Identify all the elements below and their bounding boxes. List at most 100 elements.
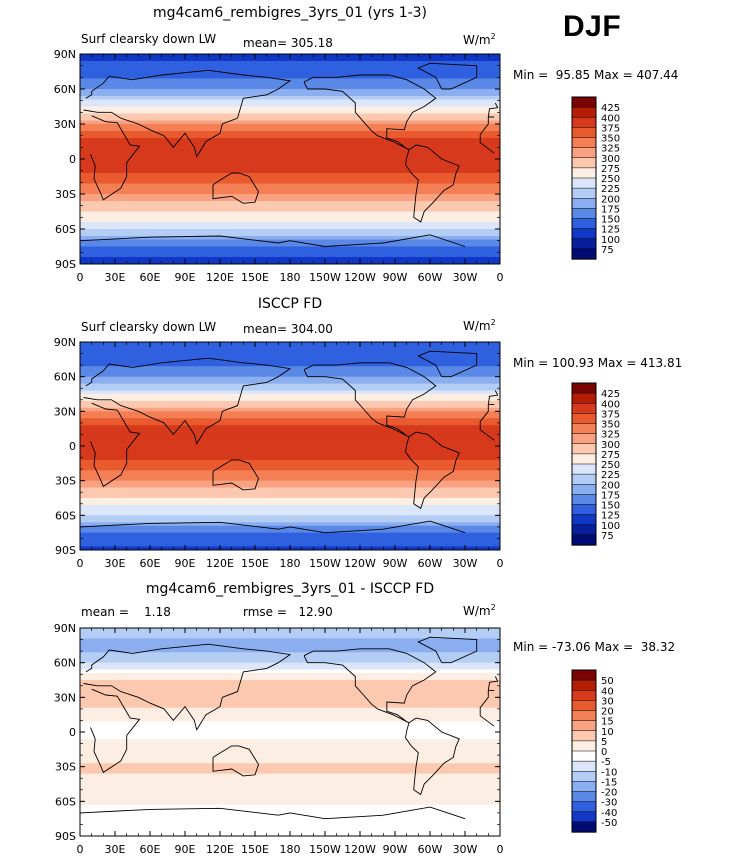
panel-2-band	[80, 369, 500, 374]
panel-1-colorbar-label: 175	[601, 204, 620, 215]
panel-3-ytick-label: 90S	[55, 830, 76, 843]
panel-3-band	[80, 811, 500, 816]
panel-1-band	[80, 92, 500, 97]
panel-2-colorbar-swatch	[571, 463, 597, 475]
panel-1-band	[80, 96, 500, 101]
panel-2-band	[80, 539, 500, 544]
panel-2-band	[80, 498, 500, 503]
panel-1-coastline	[83, 69, 499, 158]
panel-1-ytick-label: 60N	[54, 83, 76, 96]
panel-1-coastline	[212, 172, 259, 204]
panel-2-band	[80, 473, 500, 478]
panel-1-colorbar-label: 250	[601, 174, 620, 185]
panel-3-colorbar-swatch	[571, 781, 597, 793]
panel-1-band	[80, 120, 500, 125]
panel-3-colorbar-label: 40	[601, 686, 614, 697]
panel-1-colorbar-swatch	[571, 106, 597, 118]
panel-2-colorbar-label: 75	[601, 531, 614, 542]
panel-3-band	[80, 790, 500, 795]
panel-1-band	[80, 99, 500, 104]
panel-2-band	[80, 352, 500, 357]
panel-1-xtick-label: 90W	[383, 271, 408, 284]
panel-3-band	[80, 673, 500, 678]
panel-1-band	[80, 218, 500, 223]
panel-2-xtick-label: 120E	[206, 557, 234, 570]
panel-2-colorbar: 4254003753503253002752502252001751501251…	[571, 382, 620, 546]
panel-3-coastline	[80, 806, 466, 820]
panel-3-xtick-label: 180	[280, 843, 301, 856]
panel-1-xtick-label: 0	[77, 271, 84, 284]
panel-2-colorbar-label: 125	[601, 511, 620, 522]
panel-3-coastline	[303, 648, 437, 724]
panel-3-band	[80, 648, 500, 653]
panel-1-band	[80, 201, 500, 206]
panel-2-band	[80, 532, 500, 537]
panel-2-band	[80, 508, 500, 513]
panel-2-coastline	[212, 459, 259, 491]
panel-3-colorbar-label: 10	[601, 727, 614, 738]
panel-1-colorbar-swatch	[571, 147, 597, 159]
panel-2-band	[80, 373, 500, 378]
panel-1-band	[80, 194, 500, 199]
panel-2-xtick-label: 60W	[418, 557, 443, 570]
panel-3-ytick-label: 0	[69, 726, 76, 739]
panel-1-band	[80, 208, 500, 213]
panel-3-xtick-label: 30W	[453, 843, 478, 856]
panel-2-band	[80, 452, 500, 457]
panel-1-band	[80, 113, 500, 118]
panel-1-colorbar-label: 425	[601, 103, 620, 114]
panel-3-band	[80, 693, 500, 698]
panel-3-colorbar-swatch	[571, 771, 597, 783]
panel-3-band	[80, 756, 500, 761]
panel-2-band	[80, 501, 500, 506]
panel-1-colorbar-label: 375	[601, 123, 620, 134]
panel-3-xtick-label: 30E	[105, 843, 126, 856]
panel-1-band	[80, 190, 500, 195]
panel-2-ytick-label: 90N	[54, 336, 76, 349]
panel-3-band	[80, 801, 500, 806]
panel-3-coastline	[90, 688, 495, 774]
panel-3-band	[80, 714, 500, 719]
panel-2-colorbar-swatch	[571, 392, 597, 404]
panel-1-band	[80, 211, 500, 216]
panel-3-xtick-label: 150W	[309, 843, 341, 856]
panel-1-band	[80, 103, 500, 108]
panel-3-colorbar-label: 20	[601, 707, 614, 718]
panel-2-band	[80, 515, 500, 520]
panel-2-band	[80, 428, 500, 433]
panel-1-band	[80, 131, 500, 136]
panel-1-variable-label: Surf clearsky down LW	[81, 32, 217, 46]
panel-3-band	[80, 634, 500, 639]
panel-1-colorbar-label: 125	[601, 225, 620, 236]
panel-3-min-max: Min = -73.06 Max = 38.32	[513, 640, 676, 654]
panel-2-colorbar-swatch	[571, 473, 597, 485]
panel-2-colorbar-swatch	[571, 403, 597, 415]
panel-3-colorbar-label: -5	[601, 757, 611, 768]
panel-3-band	[80, 686, 500, 691]
panel-1-band	[80, 162, 500, 167]
panel-1-ytick-label: 30N	[54, 118, 76, 131]
panel-3-band	[80, 804, 500, 809]
panel-2-colorbar-swatch	[571, 514, 597, 526]
panel-1-colorbar-label: 300	[601, 154, 620, 165]
panel-2-colorbar-label: 225	[601, 470, 620, 481]
panel-1-band	[80, 138, 500, 143]
panel-1-xtick-label: 180	[280, 271, 301, 284]
panel-2-band	[80, 404, 500, 409]
panel-1-coastline	[417, 62, 478, 90]
panel-3-colorbar-label: -20	[601, 788, 617, 799]
panel-3-band	[80, 655, 500, 660]
panel-2-band	[80, 449, 500, 454]
panel-3-band	[80, 711, 500, 716]
panel-3-colorbar-swatch	[571, 801, 597, 813]
panel-3-band	[80, 815, 500, 820]
panel-1-colorbar-label: 325	[601, 144, 620, 155]
panel-1-colorbar-swatch	[571, 208, 597, 220]
panel-2-band	[80, 439, 500, 444]
panel-1-colorbar-swatch	[571, 157, 597, 169]
panel-2-band	[80, 376, 500, 381]
panel-3-colorbar-swatch	[571, 811, 597, 823]
panel-2-colorbar-label: 350	[601, 420, 620, 431]
